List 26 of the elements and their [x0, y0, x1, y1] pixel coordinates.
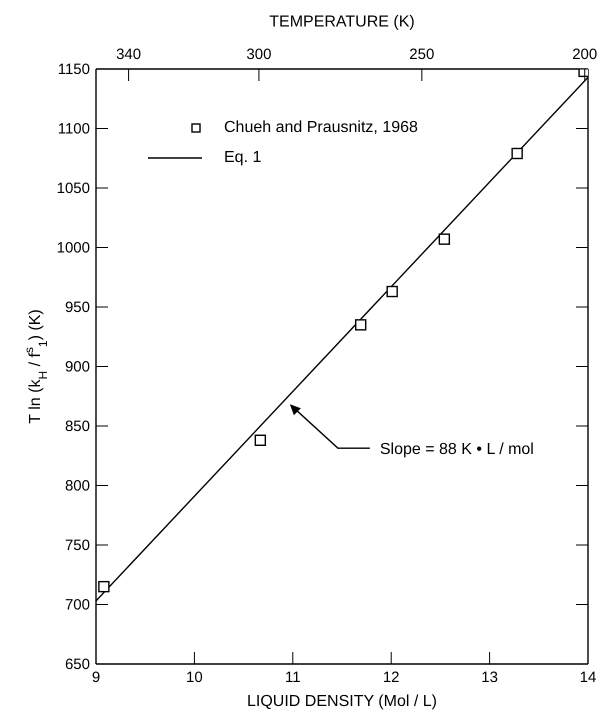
y-tick-label: 1050: [56, 180, 90, 197]
legend-label: Chueh and Prausnitz, 1968: [224, 118, 418, 138]
y-tick-label: 700: [64, 596, 90, 614]
x-axis-title: LIQUID DENSITY (Mol / L): [247, 693, 437, 710]
x-tick-label: 14: [580, 669, 596, 686]
y-tick-label: 750: [64, 537, 90, 554]
annotation: Slope = 88 K • L / mol: [380, 441, 534, 458]
x-tick-label: 9: [92, 669, 100, 686]
x2-axis-title: TEMPERATURE (K): [269, 13, 415, 30]
x2-tick-label: 200: [572, 46, 598, 63]
x2-tick-label: 250: [409, 46, 434, 63]
y-tick-label: 650: [64, 656, 90, 673]
legend-label: Eq. 1: [224, 148, 262, 168]
x2-tick-label: 340: [116, 46, 142, 63]
y-tick-label: 1100: [58, 120, 90, 138]
y-tick-label: 1150: [58, 61, 90, 78]
x-tick-label: 12: [382, 669, 400, 686]
x-tick-label: 10: [186, 669, 203, 686]
y-tick-label: 950: [64, 299, 90, 316]
y-tick-label: 850: [64, 418, 90, 435]
x2-tick-label: 300: [246, 46, 272, 63]
y-tick-label: 800: [64, 478, 90, 494]
y-tick-label: 1000: [56, 240, 90, 256]
y-tick-label: 900: [64, 358, 90, 376]
x-tick-label: 13: [481, 669, 498, 686]
x-tick-label: 11: [285, 669, 301, 686]
